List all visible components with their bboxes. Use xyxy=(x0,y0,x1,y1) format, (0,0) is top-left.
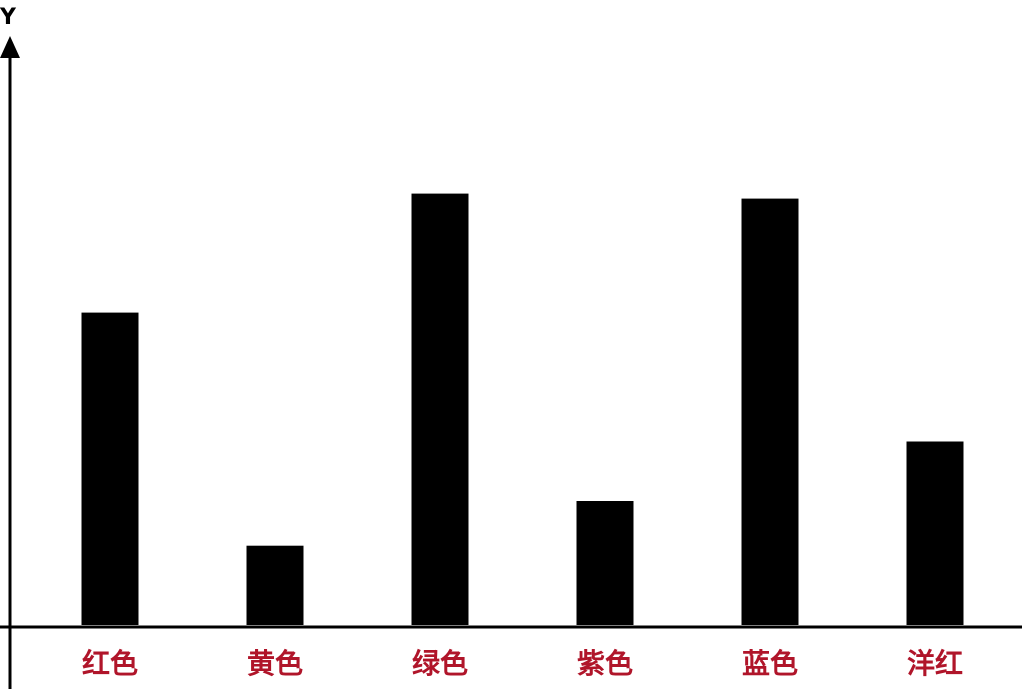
bar-2 xyxy=(411,193,469,625)
category-label-2: 绿色 xyxy=(412,647,468,680)
y-axis-label: Y xyxy=(0,5,17,30)
bar-5 xyxy=(906,441,964,625)
y-axis-arrow-icon xyxy=(0,36,20,58)
category-label-4: 蓝色 xyxy=(742,647,798,680)
category-label-5: 洋红 xyxy=(907,647,963,680)
bar-1 xyxy=(246,545,304,625)
bar-3 xyxy=(576,501,634,625)
category-label-1: 黄色 xyxy=(247,647,303,680)
category-label-3: 紫色 xyxy=(577,647,633,680)
bar-4 xyxy=(741,198,799,625)
bars-group xyxy=(81,193,964,625)
category-label-0: 红色 xyxy=(82,647,138,680)
bar-0 xyxy=(81,312,139,625)
category-labels-group: 红色 黄色 绿色 紫色 蓝色 洋红 xyxy=(82,647,963,680)
